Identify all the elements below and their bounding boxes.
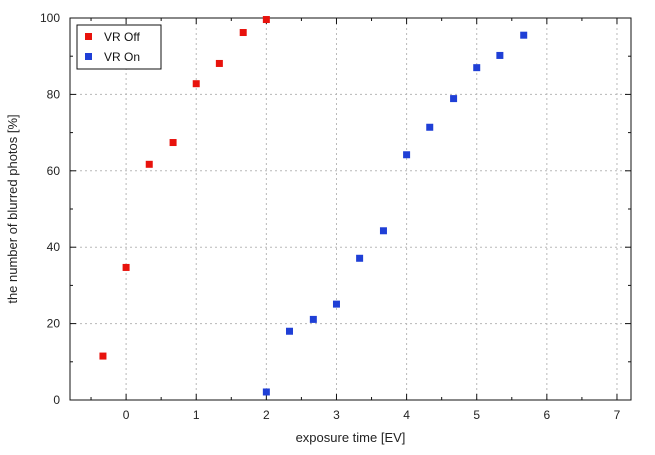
axis-ticks: 0 1 2 3 4 5 6 7 0 20 40 60 80 100 (40, 11, 631, 422)
data-point-vr-off (262, 16, 270, 24)
data-points (99, 16, 528, 396)
data-point-vr-on (379, 227, 387, 235)
data-point-vr-on (285, 327, 293, 335)
data-point-vr-off (169, 139, 177, 147)
x-tick-label: 7 (614, 408, 621, 422)
y-axis-label: the number of blurred photos [%] (5, 114, 20, 303)
x-tick-label: 1 (193, 408, 200, 422)
data-point-vr-on (496, 51, 504, 59)
data-point-vr-on (473, 64, 481, 72)
legend-marker-vr-off (85, 33, 92, 40)
data-point-vr-on (356, 254, 364, 262)
data-point-vr-on (332, 300, 340, 308)
grid (70, 18, 631, 400)
data-point-vr-off (122, 263, 130, 271)
data-point-vr-off (215, 59, 223, 67)
data-point-vr-on (450, 95, 458, 103)
y-tick-label: 0 (53, 393, 60, 407)
legend-label-vr-off: VR Off (104, 30, 140, 44)
x-tick-label: 6 (544, 408, 551, 422)
legend: VR Off VR On (76, 24, 162, 70)
data-point-vr-on (520, 31, 528, 39)
data-point-vr-on (403, 151, 411, 159)
data-point-vr-on (262, 388, 270, 396)
data-point-vr-on (309, 315, 317, 323)
legend-box (76, 24, 162, 70)
x-tick-label: 3 (333, 408, 340, 422)
data-point-vr-off (145, 160, 153, 168)
legend-label-vr-on: VR On (104, 50, 140, 64)
y-tick-label: 40 (47, 240, 61, 254)
x-tick-label: 2 (263, 408, 270, 422)
data-point-vr-on (426, 123, 434, 131)
y-tick-label: 80 (47, 87, 61, 101)
data-point-vr-off (239, 29, 247, 37)
x-axis-label: exposure time [EV] (296, 430, 406, 445)
legend-marker-vr-on (85, 53, 92, 60)
data-point-vr-off (99, 352, 107, 360)
x-tick-label: 4 (403, 408, 410, 422)
y-tick-label: 100 (40, 11, 60, 25)
y-tick-label: 20 (47, 317, 61, 331)
data-point-vr-off (192, 80, 200, 88)
x-tick-label: 5 (473, 408, 480, 422)
y-tick-label: 60 (47, 164, 61, 178)
x-tick-label: 0 (123, 408, 130, 422)
